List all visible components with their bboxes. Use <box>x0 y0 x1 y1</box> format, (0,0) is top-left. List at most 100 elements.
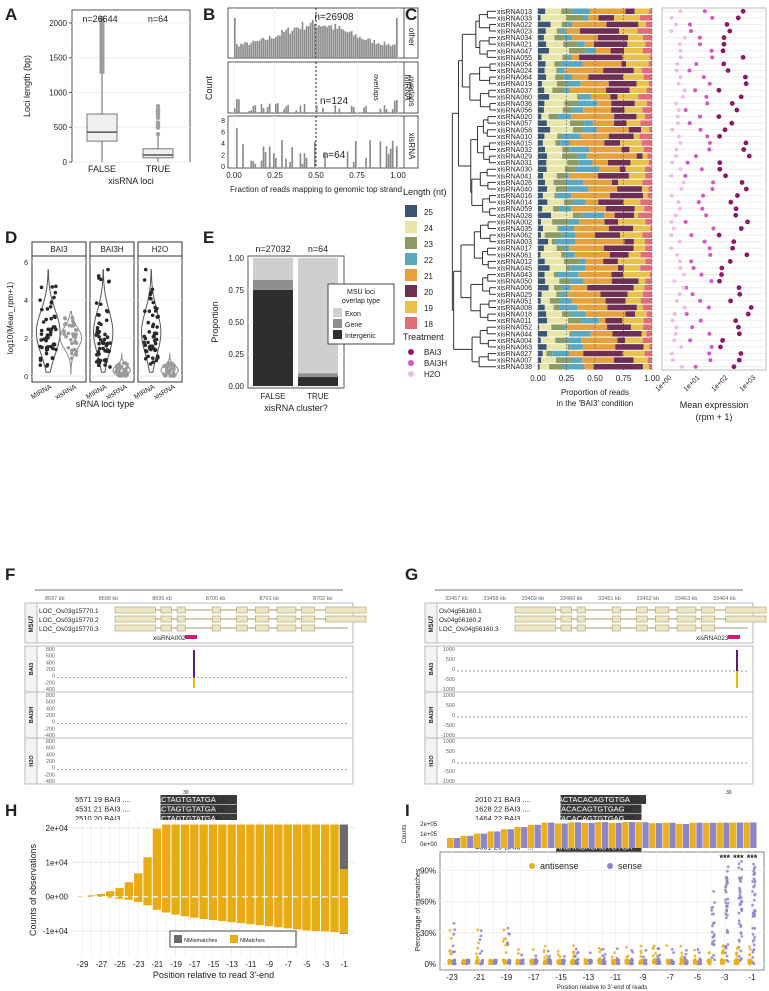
point-MIRNA <box>40 307 44 312</box>
x-axis-label: in the 'BAI3' condition <box>557 399 633 408</box>
dot-BAI3 <box>729 101 735 106</box>
n-label: n=64 <box>323 150 346 161</box>
x-tick-label: -25 <box>114 960 126 969</box>
point-sense <box>739 896 743 899</box>
bar-seg-18 <box>650 225 652 232</box>
bar-seg-24 <box>540 337 556 344</box>
y-tick-label: -500 <box>444 723 455 729</box>
point-antisense <box>597 946 601 950</box>
point-sense <box>740 859 743 863</box>
dot-BAI3 <box>730 245 736 251</box>
bar-seg-20 <box>613 357 634 363</box>
bar-matches <box>339 869 348 897</box>
point-sense <box>737 919 741 923</box>
bar-seg-20 <box>607 304 637 311</box>
hist-bar <box>242 44 244 58</box>
point-sense <box>753 879 757 883</box>
point-sense <box>506 959 510 962</box>
point-antisense <box>679 960 683 963</box>
bar-seg-25 <box>538 337 541 344</box>
point-antisense <box>651 946 655 950</box>
y-tick-label: 2000 <box>49 19 67 28</box>
y-tick-label: 4 <box>221 141 225 148</box>
point-antisense <box>516 958 520 962</box>
bar-seg-21 <box>596 126 629 133</box>
hist-bar <box>275 103 277 113</box>
exon <box>636 606 648 614</box>
bar-seg-25 <box>538 120 547 126</box>
bar-seg-24 <box>549 94 578 100</box>
point-sense <box>751 890 754 893</box>
bar-seg-25 <box>538 173 544 179</box>
hist-bar <box>352 35 355 58</box>
point-antisense <box>542 948 546 952</box>
bar-seg-21 <box>567 291 601 298</box>
hist-bar <box>313 23 316 58</box>
dot-H2O <box>674 154 679 159</box>
y-tick-label: -1000 <box>441 687 455 693</box>
bar-seg-23 <box>568 317 582 324</box>
dot-H2O <box>676 200 681 205</box>
hist-bar <box>293 27 296 58</box>
outlier <box>155 120 161 125</box>
bar-matches <box>115 888 124 897</box>
point-MIRNA <box>54 284 58 289</box>
point-sense <box>644 948 648 952</box>
point-antisense <box>639 949 643 953</box>
hist-bar <box>285 106 287 113</box>
y-tick-label: -400 <box>44 687 55 693</box>
top-bar-sense <box>615 822 622 848</box>
hist-bar <box>279 35 281 58</box>
bar-seg-25 <box>538 140 543 146</box>
point-sense <box>713 901 716 905</box>
legend-swatch-Gene <box>333 319 342 328</box>
hist-bar <box>338 108 341 113</box>
hist-bar <box>391 44 394 58</box>
bar-seg-21 <box>588 15 599 21</box>
bar-seg-22 <box>570 265 586 271</box>
dot-BAI3 <box>727 28 733 34</box>
y-tick-label: 0% <box>424 960 436 969</box>
dot-x-tick: 1e+01 <box>683 374 702 393</box>
point-sense <box>751 926 755 930</box>
bar-seg-22 <box>567 186 589 192</box>
y-tick-label: 0 <box>52 766 55 772</box>
point-sense <box>547 956 551 960</box>
point-MIRNA <box>102 337 107 342</box>
point-antisense <box>639 955 643 958</box>
legend-swatch-20 <box>405 285 417 297</box>
x-tick-label: -11 <box>245 960 257 969</box>
bar-seg-21 <box>592 120 615 126</box>
dot-BAI3H <box>683 173 688 178</box>
point-sense <box>726 869 729 873</box>
top-bar-sense <box>723 822 730 848</box>
point-MIRNA <box>38 358 43 363</box>
point-sense <box>478 952 482 955</box>
point-xisRNA <box>71 323 76 328</box>
bar-seg-25 <box>538 100 545 107</box>
coord-label: 33460 kb <box>560 596 583 602</box>
coord-label: 8701 kb <box>259 596 279 602</box>
bar-seg-25 <box>538 350 543 357</box>
bar-seg-20 <box>604 140 621 146</box>
point-sense <box>726 901 730 905</box>
bar-seg-21 <box>577 304 608 311</box>
bar-seg-25 <box>538 74 547 80</box>
exon <box>636 615 648 623</box>
point-MIRNA <box>142 278 147 282</box>
exon <box>676 615 697 623</box>
dot-BAI3H <box>705 101 710 106</box>
bar-seg-24 <box>539 324 552 331</box>
bar-seg-19 <box>625 337 643 344</box>
bar-matches <box>152 828 162 897</box>
point-sense <box>752 943 756 947</box>
y-tick-label: 0.50 <box>228 318 244 327</box>
bar-matches-neg <box>124 896 134 900</box>
bar-seg-18 <box>644 113 652 120</box>
hist-bar <box>385 146 388 168</box>
exon <box>636 624 648 632</box>
bar-seg-21 <box>589 146 622 153</box>
row-label: xisRNA007 <box>497 358 532 365</box>
